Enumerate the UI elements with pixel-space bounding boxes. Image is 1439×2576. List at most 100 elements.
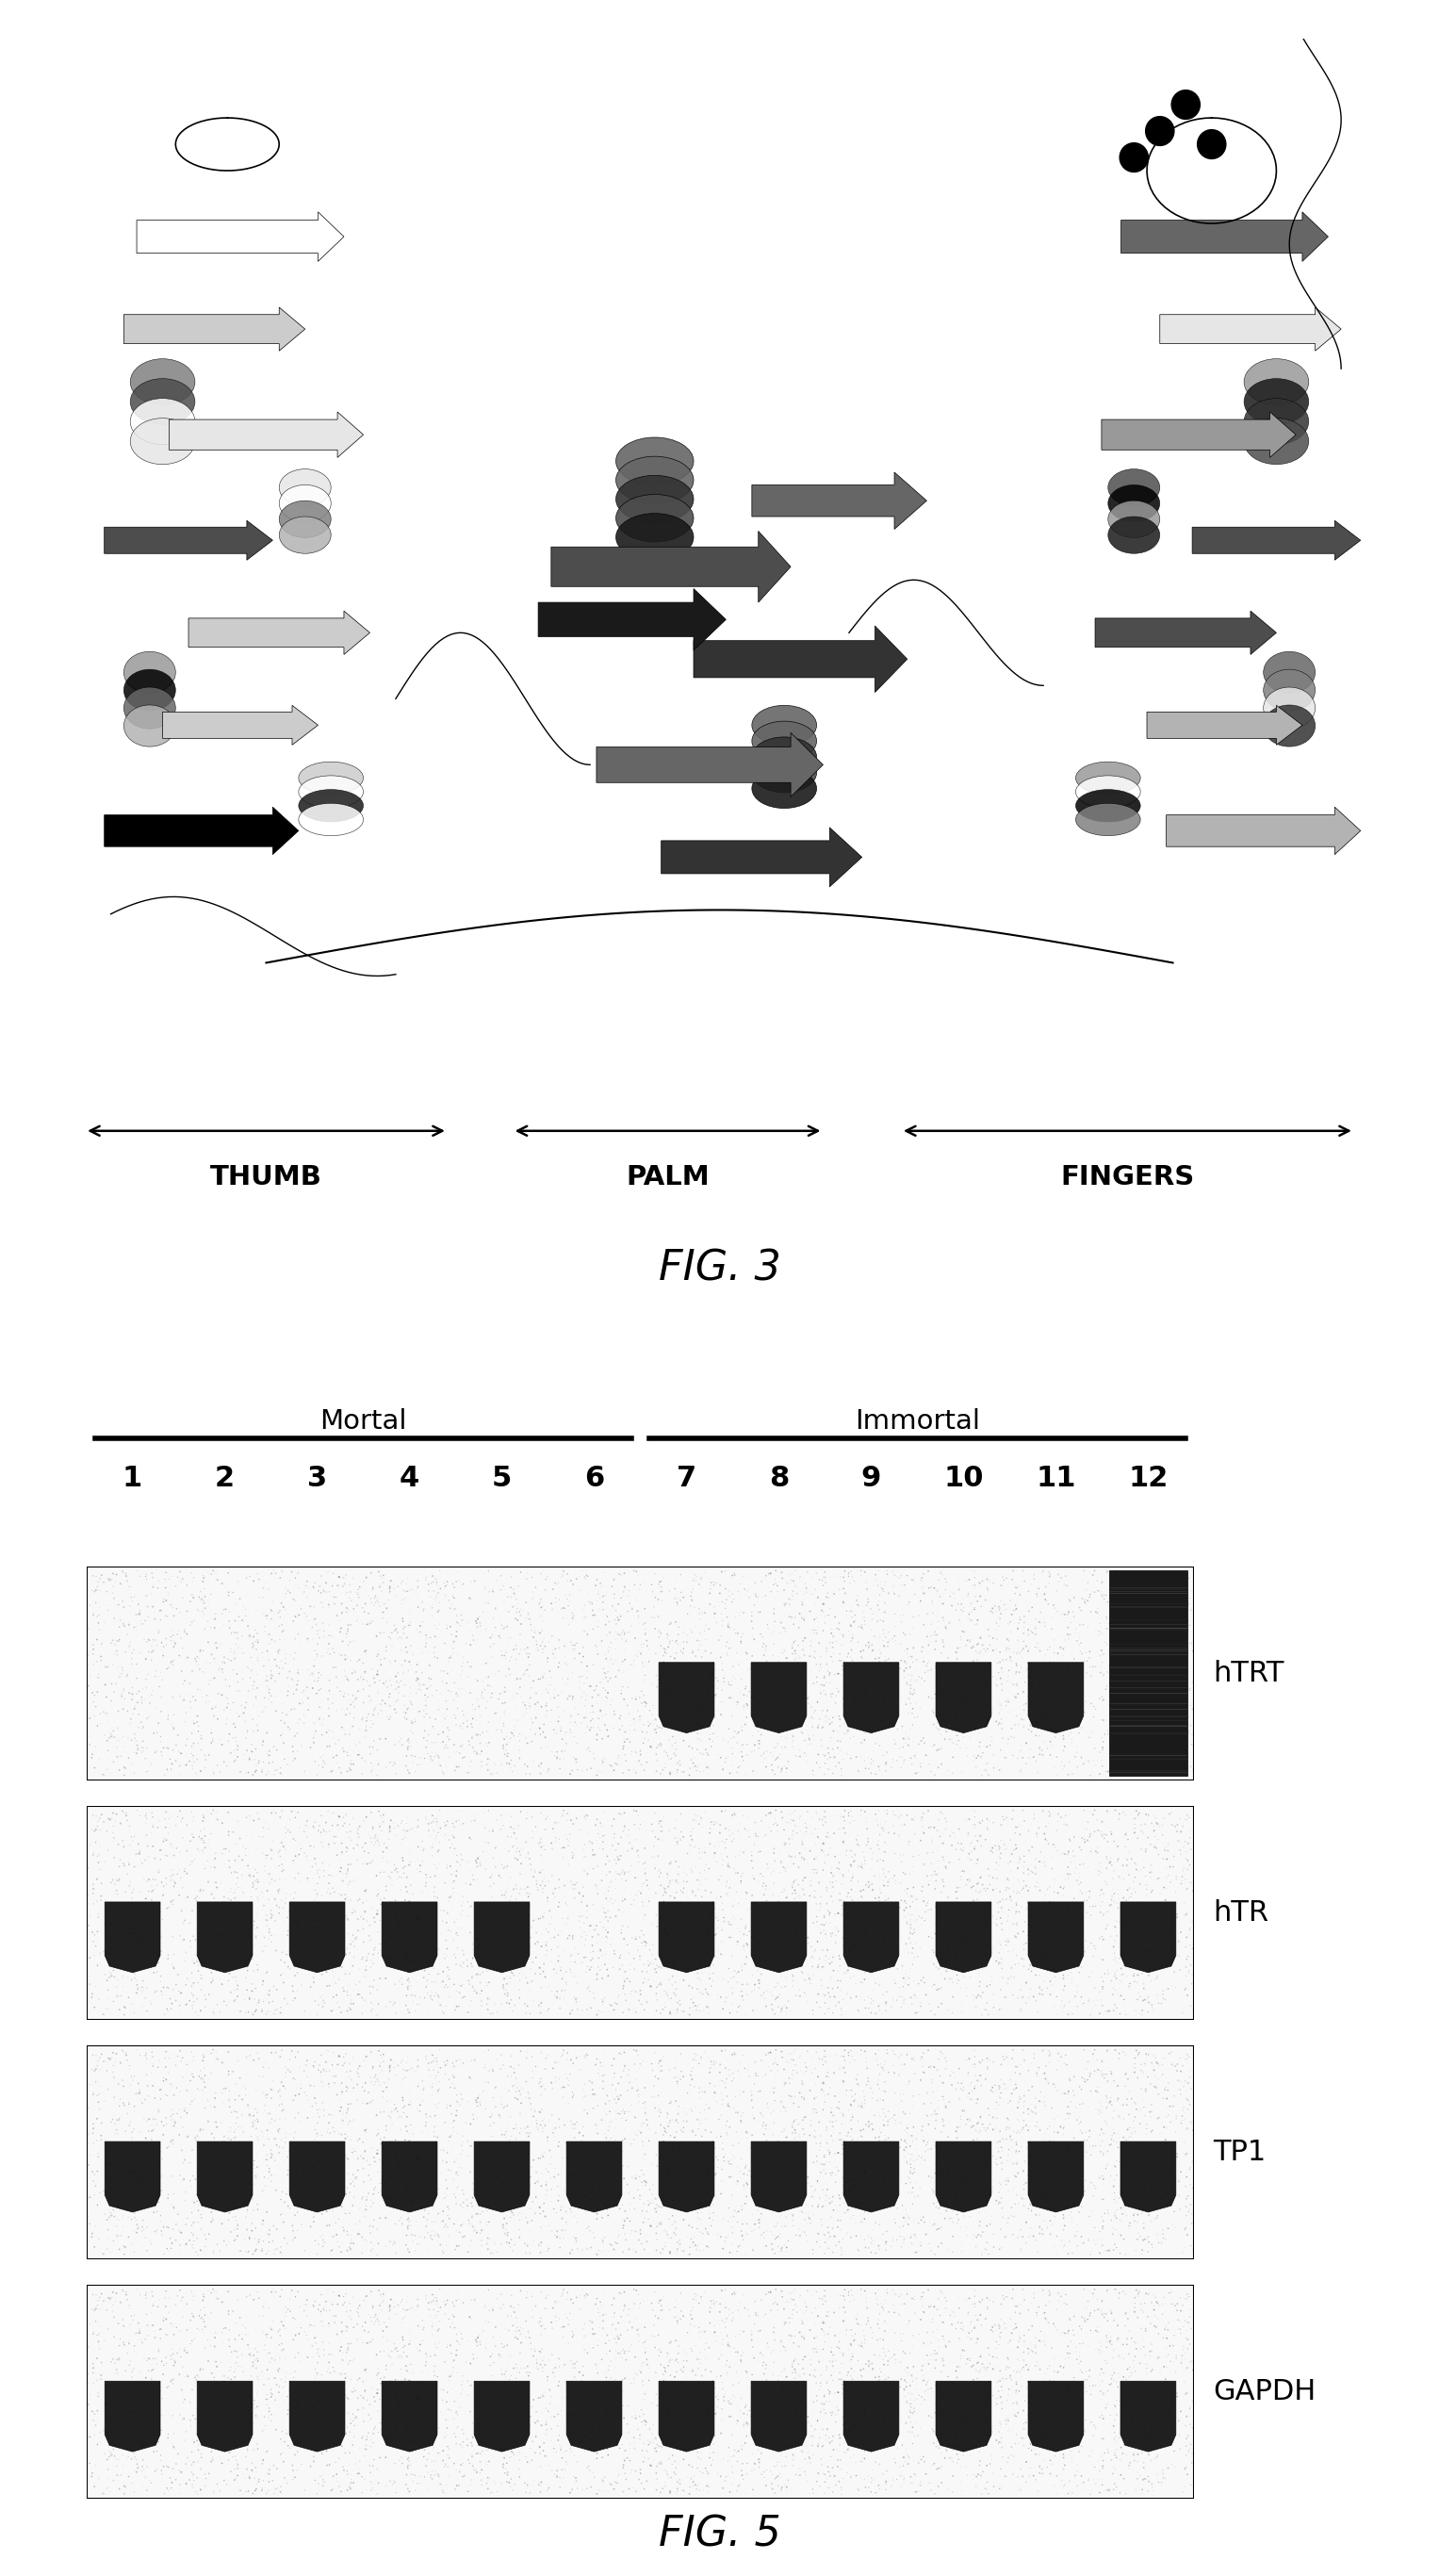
Point [370, 2409, 393, 2450]
Point [377, 2094, 400, 2136]
Point [481, 1911, 504, 1953]
Point [889, 2396, 912, 2437]
Point [902, 2151, 925, 2192]
Point [927, 2048, 950, 2089]
Point [836, 1875, 859, 1917]
Point [643, 1837, 666, 1878]
Point [1099, 1953, 1122, 1994]
Point [768, 1852, 791, 1893]
Point [223, 1971, 246, 2012]
Point [1168, 2061, 1191, 2102]
Point [308, 2177, 331, 2218]
Point [655, 1646, 678, 1687]
Point [174, 2411, 197, 2452]
Point [576, 1556, 599, 1597]
Point [255, 2138, 278, 2179]
Point [679, 2465, 702, 2506]
Point [101, 1860, 124, 1901]
Point [997, 1718, 1020, 1759]
Point [676, 2074, 699, 2115]
Point [1063, 1919, 1086, 1960]
Point [627, 2081, 650, 2123]
Point [563, 1716, 586, 1757]
Point [814, 2380, 837, 2421]
Point [640, 1664, 663, 1705]
Point [810, 2143, 833, 2184]
Point [977, 1932, 1000, 1973]
Point [331, 2339, 354, 2380]
Point [157, 2365, 180, 2406]
Point [155, 1819, 178, 1860]
Point [240, 1723, 263, 1765]
Point [171, 2401, 194, 2442]
Point [899, 2143, 922, 2184]
Point [1095, 1793, 1118, 1834]
Point [894, 2334, 917, 2375]
Point [309, 2275, 332, 2316]
Point [1023, 2367, 1046, 2409]
Point [1058, 1888, 1081, 1929]
Point [812, 1664, 835, 1705]
Point [1120, 1633, 1143, 1674]
Point [564, 1589, 587, 1631]
Point [604, 1641, 627, 1682]
Point [1094, 1713, 1117, 1754]
Point [321, 2094, 344, 2136]
Point [990, 2071, 1013, 2112]
Point [301, 2130, 324, 2172]
Point [140, 2393, 163, 2434]
Point [760, 1749, 783, 1790]
Point [934, 2326, 957, 2367]
Point [614, 2099, 637, 2141]
Point [853, 2468, 876, 2509]
Point [397, 1752, 420, 1793]
Point [248, 2295, 271, 2336]
Point [616, 1852, 639, 1893]
Point [735, 2275, 758, 2316]
Point [496, 1973, 519, 2014]
Point [845, 2133, 868, 2174]
Point [547, 1886, 570, 1927]
Point [812, 2213, 835, 2254]
Point [960, 2079, 983, 2120]
Point [1006, 2110, 1029, 2151]
Point [748, 1960, 771, 2002]
Point [684, 1793, 707, 1834]
Point [967, 2378, 990, 2419]
Point [650, 2058, 673, 2099]
Point [863, 1638, 886, 1680]
Point [422, 1584, 445, 1625]
Point [1158, 2128, 1181, 2169]
Point [791, 2161, 814, 2202]
Point [348, 2213, 371, 2254]
Point [571, 1829, 594, 1870]
Point [1114, 1587, 1137, 1628]
Point [492, 2285, 515, 2326]
Point [968, 1816, 991, 1857]
Point [426, 2357, 449, 2398]
Point [118, 2081, 141, 2123]
Point [987, 1932, 1010, 1973]
Point [1111, 1844, 1134, 1886]
Point [144, 1860, 167, 1901]
Point [1115, 2154, 1138, 2195]
Point [237, 1976, 260, 2017]
Point [675, 1620, 698, 1662]
Point [743, 1824, 766, 1865]
Point [1039, 2174, 1062, 2215]
Point [492, 1958, 515, 1999]
Point [793, 2367, 816, 2409]
Point [390, 1643, 413, 1685]
Point [750, 1734, 773, 1775]
Point [463, 1561, 486, 1602]
Point [281, 2445, 304, 2486]
Point [1131, 2120, 1154, 2161]
Point [355, 2275, 378, 2316]
Point [950, 2339, 973, 2380]
Point [548, 1643, 571, 1685]
Point [1097, 1651, 1120, 1692]
Point [1003, 1917, 1026, 1958]
Point [397, 2287, 420, 2329]
Point [829, 1613, 852, 1654]
Point [115, 2040, 138, 2081]
